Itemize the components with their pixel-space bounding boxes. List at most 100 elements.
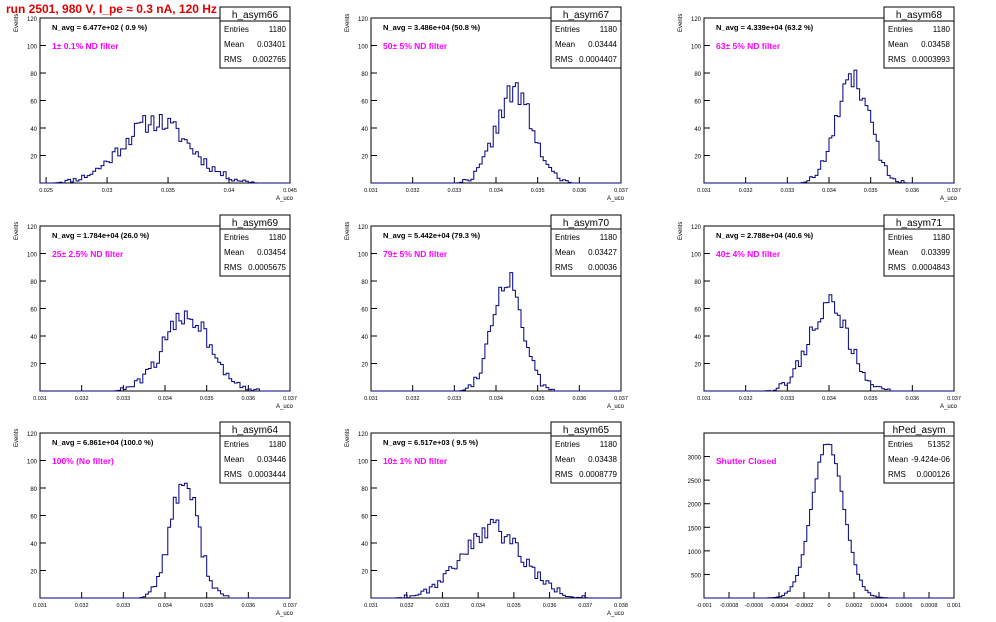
filter-annotation: 63± 5% ND filter — [716, 41, 781, 51]
navg-annotation: N_avg = 2.788e+04 (40.6 %) — [716, 231, 814, 240]
x-tick-label: 0.025 — [39, 188, 53, 194]
x-tick-label: 0.0008 — [921, 603, 938, 609]
y-tick-label: 40 — [694, 335, 701, 341]
stats-value: 0.03444 — [588, 40, 617, 49]
y-tick-label: 2500 — [688, 479, 702, 485]
y-tick-label: 20 — [694, 363, 701, 369]
x-tick-label: 0.036 — [241, 603, 255, 609]
stats-value: 0.03446 — [257, 455, 286, 464]
y-axis-label: Events — [14, 222, 20, 240]
stats-label: Mean — [888, 248, 908, 257]
stats-box-h_asym69 — [219, 214, 291, 277]
stats-label: RMS — [888, 263, 906, 272]
x-tick-label: 0.04 — [224, 188, 235, 194]
y-tick-label: 120 — [27, 432, 38, 438]
histogram-title: h_asym65 — [563, 425, 610, 436]
stats-value: 1180 — [933, 233, 951, 242]
x-tick-label: 0.034 — [822, 396, 836, 402]
stats-value: 0.03401 — [257, 40, 286, 49]
histogram-title: h_asym68 — [896, 10, 943, 21]
stats-label: Entries — [224, 25, 249, 34]
stats-value: 0.0004407 — [579, 55, 617, 64]
histogram-line-h_asym67 — [371, 82, 621, 184]
y-tick-label: 80 — [30, 280, 37, 286]
stats-label: RMS — [224, 55, 242, 64]
x-axis-label: A_uco — [607, 404, 625, 410]
histogram-line-h_asym68 — [704, 69, 954, 184]
histogram-line-hPed_asym — [704, 443, 954, 599]
stats-label: Entries — [224, 440, 249, 449]
x-tick-label: 0.037 — [578, 603, 592, 609]
y-tick-label: 3000 — [688, 456, 702, 462]
stats-box-h_asym67 — [550, 6, 622, 69]
stats-value: 0.0008779 — [579, 470, 617, 479]
histogram-title: h_asym71 — [896, 218, 943, 229]
x-tick-label: 0.032 — [400, 603, 414, 609]
run-title: run 2501, 980 V, I_pe ≈ 0.3 nA, 120 Hz — [6, 2, 217, 16]
y-tick-label: 20 — [30, 570, 37, 576]
y-tick-label: 100 — [27, 253, 38, 259]
y-tick-label: 120 — [691, 17, 702, 23]
x-tick-label: 0.035 — [507, 603, 521, 609]
x-axis-label: A_uco — [940, 196, 958, 202]
filter-annotation: 100% (No filter) — [52, 456, 114, 466]
stats-value: 0.000126 — [917, 470, 951, 479]
stats-label: Mean — [555, 40, 575, 49]
stats-label: Entries — [888, 440, 913, 449]
x-tick-label: 0.031 — [697, 396, 711, 402]
x-tick-label: 0.034 — [822, 188, 836, 194]
x-tick-label: 0.034 — [158, 396, 172, 402]
stats-value: 1180 — [933, 25, 951, 34]
x-tick-label: 0.033 — [116, 396, 130, 402]
y-tick-label: 40 — [694, 127, 701, 133]
x-tick-label: 0.037 — [614, 188, 628, 194]
x-tick-label: -0.0002 — [795, 603, 814, 609]
x-tick-label: 0.031 — [33, 603, 47, 609]
x-tick-label: 0.037 — [283, 396, 297, 402]
y-axis-label: Events — [345, 429, 351, 447]
y-tick-label: 40 — [30, 542, 37, 548]
stats-value: 0.0004843 — [912, 263, 950, 272]
x-tick-label: -0.0008 — [720, 603, 739, 609]
x-tick-label: 0.036 — [543, 603, 557, 609]
x-tick-label: 0.0002 — [846, 603, 863, 609]
x-tick-label: 0.033 — [447, 188, 461, 194]
stats-box-h_asym65 — [550, 421, 622, 484]
y-tick-label: 100 — [691, 45, 702, 51]
stats-label: Entries — [888, 25, 913, 34]
stats-label: Mean — [224, 248, 244, 257]
stats-box-h_asym64 — [219, 421, 291, 484]
stats-value: 0.0003444 — [248, 470, 286, 479]
x-tick-label: 0.037 — [947, 188, 961, 194]
y-tick-label: 100 — [691, 253, 702, 259]
stats-value: 0.03438 — [588, 455, 617, 464]
y-tick-label: 60 — [694, 308, 701, 314]
x-axis-label: A_uco — [276, 404, 294, 410]
navg-annotation: N_avg = 1.784e+04 (26.0 %) — [52, 231, 150, 240]
stats-box-h_asym71 — [883, 214, 955, 277]
x-axis-label: A_uco — [607, 611, 625, 617]
y-axis-label: Events — [345, 222, 351, 240]
navg-annotation: N_avg = 6.861e+04 (100.0 %) — [52, 438, 154, 447]
x-tick-label: 0.0006 — [896, 603, 913, 609]
y-axis-label: Events — [14, 429, 20, 447]
stats-box-hPed_asym — [883, 421, 955, 484]
filter-annotation: 50± 5% ND filter — [383, 41, 448, 51]
stats-label: Entries — [555, 25, 580, 34]
filter-annotation: 40± 4% ND filter — [716, 249, 781, 259]
x-tick-label: 0.034 — [489, 188, 503, 194]
filter-annotation: 10± 1% ND filter — [383, 456, 448, 466]
stats-label: RMS — [555, 55, 573, 64]
y-tick-label: 1500 — [688, 526, 702, 532]
y-tick-label: 60 — [30, 515, 37, 521]
filter-annotation: Shutter Closed — [716, 456, 776, 466]
stats-value: 0.03427 — [588, 248, 617, 257]
y-tick-label: 40 — [30, 127, 37, 133]
x-tick-label: 0.034 — [489, 396, 503, 402]
x-axis-label: A_uco — [607, 196, 625, 202]
stats-value: 1180 — [600, 440, 618, 449]
y-tick-label: 20 — [694, 155, 701, 161]
y-tick-label: 40 — [361, 335, 368, 341]
y-tick-label: 100 — [27, 45, 38, 51]
y-tick-label: 60 — [361, 100, 368, 106]
